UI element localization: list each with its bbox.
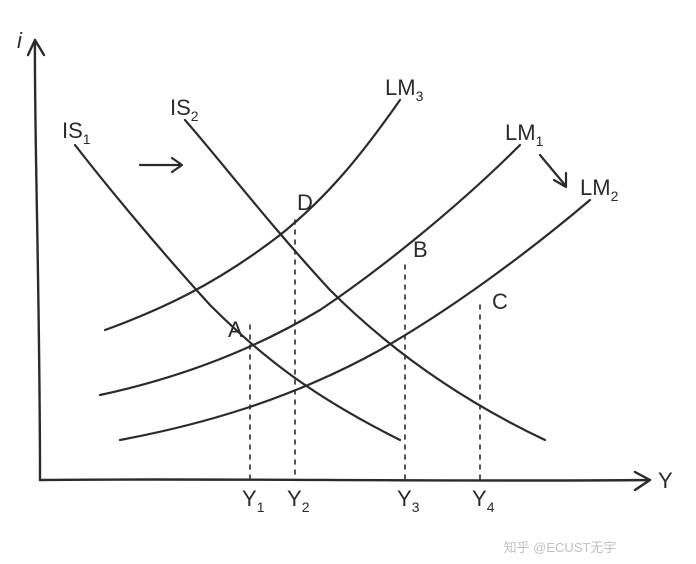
x-axis-label: Y [658,468,673,493]
xtick-label-y1: Y1 [242,486,265,515]
watermark: 知乎 @ECUST无宇 [504,540,617,555]
curve-label-is2: IS2 [170,95,199,124]
curve-lm2 [120,200,590,440]
shift-arrow-LM_shift [540,155,565,185]
point-label-c: C [492,289,508,314]
point-label-b: B [413,237,428,262]
curve-is2 [185,120,545,440]
curve-label-is1: IS1 [62,118,91,147]
xtick-label-y3: Y3 [397,486,420,515]
curve-lm3 [105,100,400,330]
islm-diagram: i Y IS1 IS2 LM3 LM1 LM2 Y1 Y2 Y3 Y4 A D B C 知乎 @ECUST无宇 [0,0,696,564]
curve-label-lm2: LM2 [580,175,619,204]
x-axis [40,479,650,480]
curve-label-lm3: LM3 [385,75,424,104]
y-axis-label: i [17,28,23,53]
xtick-label-y2: Y2 [287,486,310,515]
point-label-a: A [228,317,243,342]
curve-is1 [75,145,400,440]
curve-label-lm1: LM1 [505,120,544,149]
y-axis [35,40,40,480]
curve-lm1 [100,145,520,395]
point-label-d: D [297,190,313,215]
xtick-label-y4: Y4 [472,486,495,515]
